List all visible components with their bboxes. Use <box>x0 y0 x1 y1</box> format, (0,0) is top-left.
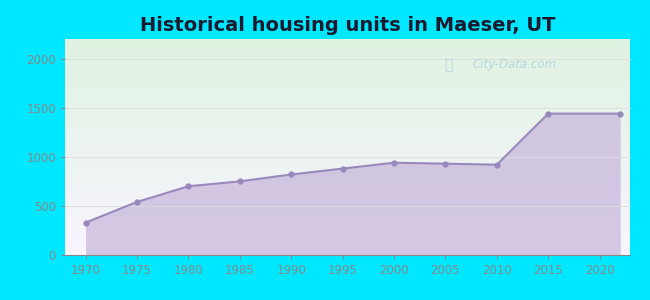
Text: City-Data.com: City-Data.com <box>472 58 556 71</box>
Title: Historical housing units in Maeser, UT: Historical housing units in Maeser, UT <box>140 16 556 35</box>
Text: Ⓜ: Ⓜ <box>444 58 452 72</box>
